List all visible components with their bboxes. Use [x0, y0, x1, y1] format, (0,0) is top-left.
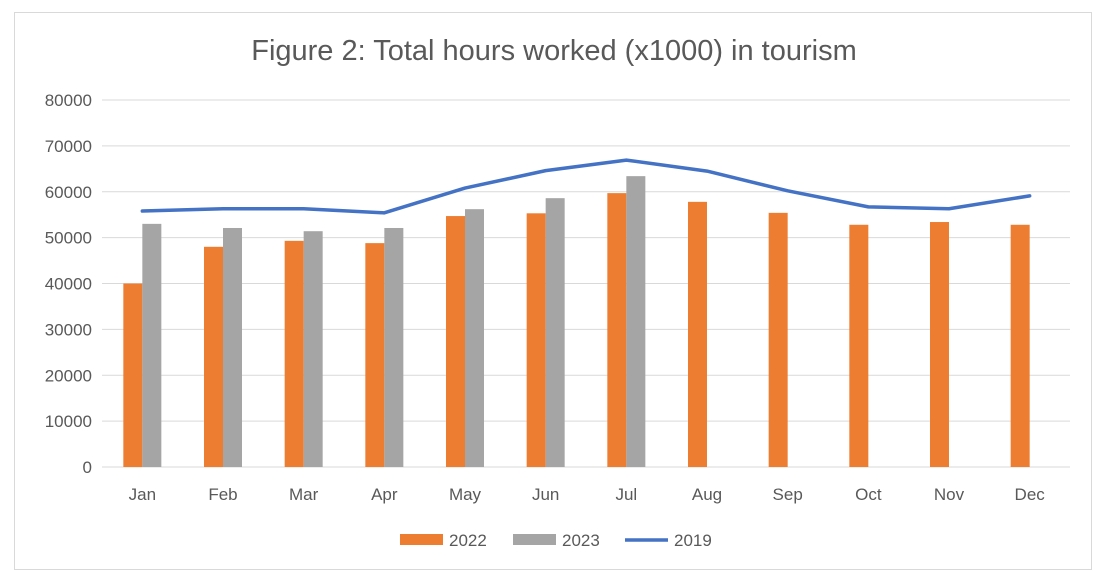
bar-2023-mar	[303, 231, 323, 467]
chart-svg: 0 10000 20000 30000 40000 50000 60000 70000 8000…	[45, 91, 1070, 550]
bar-2023-jun	[545, 198, 565, 468]
x-tick-label-sep: Sep	[773, 485, 803, 504]
y-axis-ticks: 0 10000 20000 30000 40000 50000 60000 70000 8000…	[45, 91, 92, 477]
y-tick-label: 80000	[45, 91, 92, 110]
x-tick-label-may: May	[449, 485, 482, 504]
bar-2022-jul	[607, 193, 627, 467]
bar-2022-may	[446, 216, 465, 467]
bar-2022-aug	[688, 201, 707, 467]
y-tick-label: 70000	[45, 137, 92, 156]
y-tick-label: 50000	[45, 229, 92, 248]
x-tick-label-apr: Apr	[371, 485, 398, 504]
bar-2022-dec	[1010, 224, 1030, 467]
bar-2023-jul	[626, 176, 646, 467]
x-tick-label-nov: Nov	[934, 485, 965, 504]
bar-2022-jan	[123, 283, 143, 467]
bar-2023-feb	[223, 227, 242, 467]
x-tick-label-mar: Mar	[289, 485, 319, 504]
y-tick-label: 10000	[45, 412, 92, 431]
x-axis-ticks: Jan Feb Mar Apr May Jun Jul Aug Sep Oct Nov Dec	[129, 485, 1046, 504]
legend: 2022 2023 2019	[400, 531, 712, 550]
bar-2022-oct	[849, 224, 869, 467]
x-tick-label-oct: Oct	[855, 485, 882, 504]
gridlines	[102, 99, 1070, 468]
line-2019	[140, 158, 1032, 215]
chart-title: Figure 2: Total hours worked (x1000) in …	[251, 35, 857, 67]
chart-frame: Figure 2: Total hours worked (x1000) in …	[14, 12, 1092, 570]
bar-2022-nov	[930, 222, 949, 467]
x-tick-label-feb: Feb	[208, 485, 237, 504]
x-tick-label-jun: Jun	[532, 485, 559, 504]
legend-label-2023: 2023	[562, 531, 600, 550]
x-tick-label-dec: Dec	[1015, 485, 1046, 504]
bar-2022-jun	[526, 213, 546, 467]
legend-label-2022: 2022	[449, 531, 487, 550]
y-tick-label: 30000	[45, 320, 92, 339]
bar-2022-sep	[768, 212, 788, 467]
y-tick-label: 60000	[45, 183, 92, 202]
y-tick-label: 20000	[45, 366, 92, 385]
bar-2023-may	[465, 209, 484, 467]
line-series	[140, 158, 1032, 215]
y-tick-label: 0	[83, 458, 92, 477]
x-tick-label-aug: Aug	[692, 485, 722, 504]
y-tick-label: 40000	[45, 275, 92, 294]
bar-2022-mar	[284, 240, 304, 467]
legend-swatch-2023	[513, 534, 556, 545]
bar-2023-jan	[142, 223, 162, 467]
bar-2022-feb	[204, 246, 223, 467]
legend-label-2019: 2019	[674, 531, 712, 550]
x-tick-label-jul: Jul	[615, 485, 637, 504]
x-tick-label-jan: Jan	[129, 485, 156, 504]
bars	[123, 176, 1030, 468]
legend-swatch-2022	[400, 534, 443, 545]
bar-2022-apr	[365, 243, 385, 467]
bar-2023-apr	[384, 227, 404, 467]
